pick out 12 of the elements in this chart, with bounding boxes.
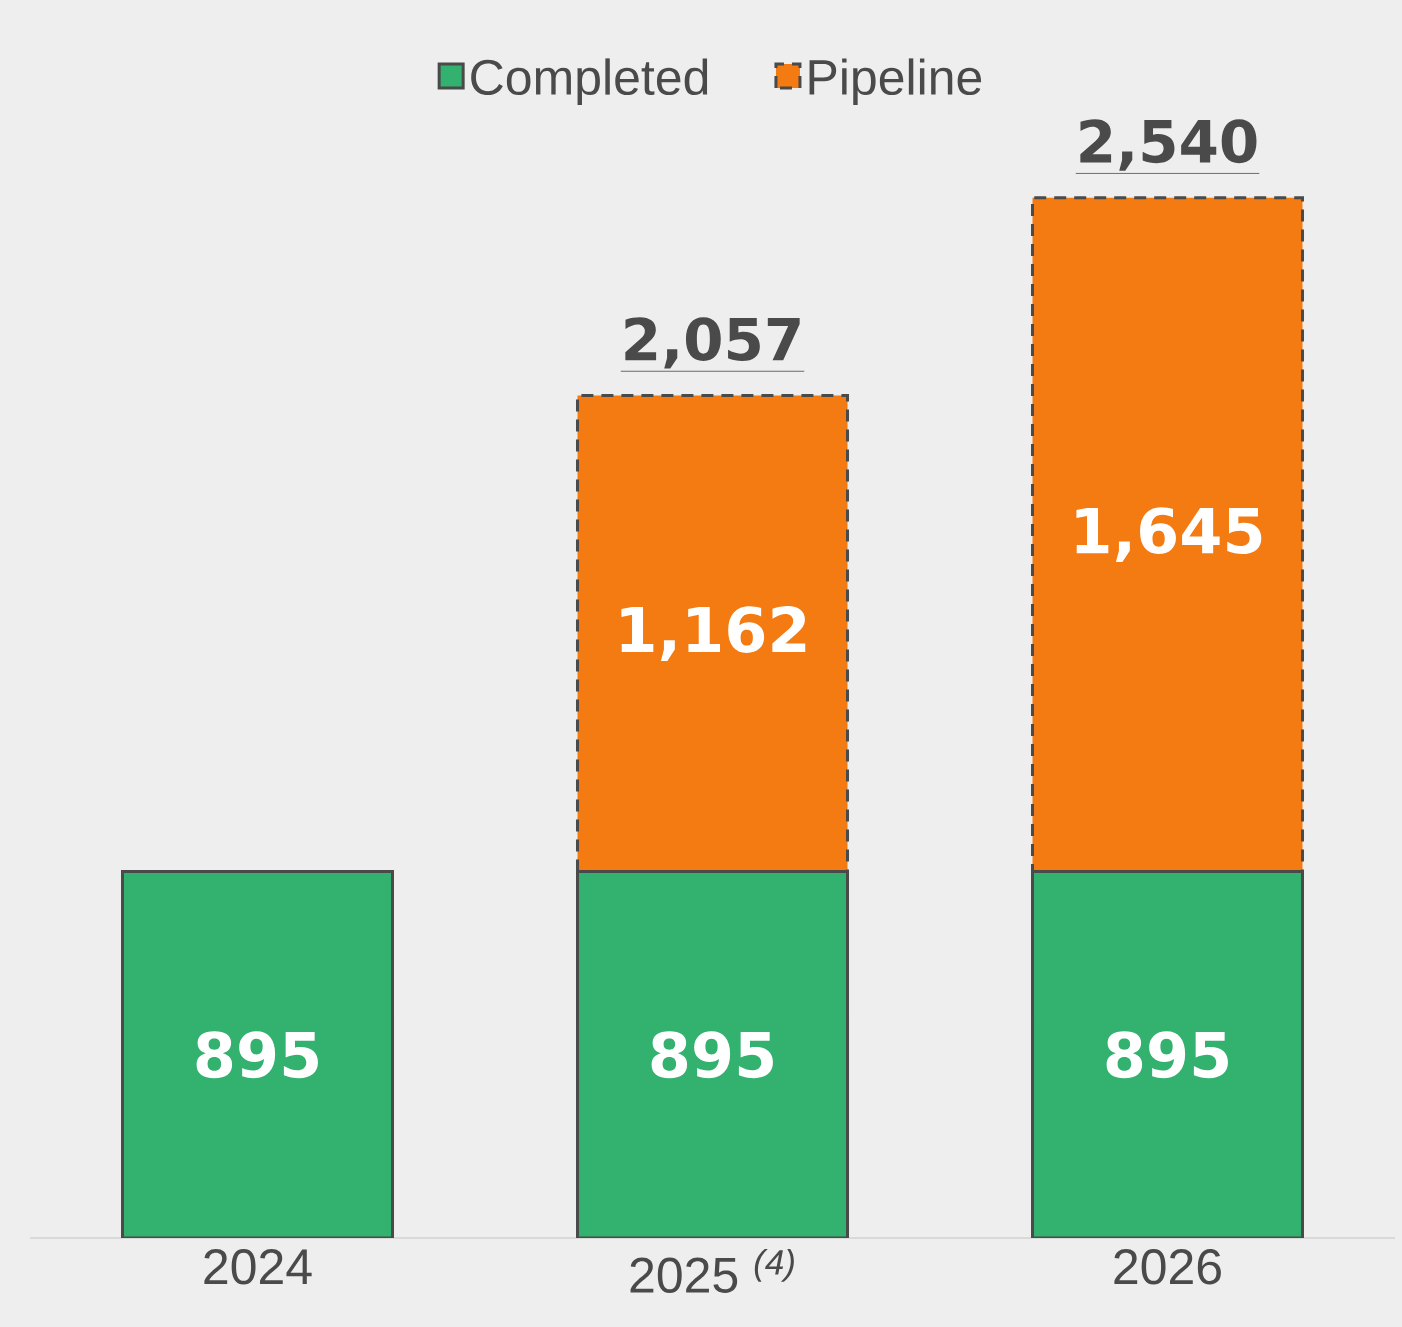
x-tick-label: 2024	[204, 1249, 312, 1285]
legend-label: Pipeline	[809, 58, 982, 105]
data-label: 1,162	[621, 606, 806, 661]
total-label: 2,057	[625, 317, 800, 369]
total-label: 2,540	[1080, 119, 1257, 171]
category-label: 2025 $^{(4)}$	[630, 1249, 794, 1293]
data-label: 895	[1106, 1031, 1228, 1079]
x-tick-label: 2026	[1114, 1249, 1221, 1285]
data-label: 1,645	[1076, 507, 1262, 562]
data-label: 895	[651, 1031, 773, 1079]
legend-label: Completed	[471, 58, 708, 105]
data-label: 895	[196, 1031, 318, 1079]
